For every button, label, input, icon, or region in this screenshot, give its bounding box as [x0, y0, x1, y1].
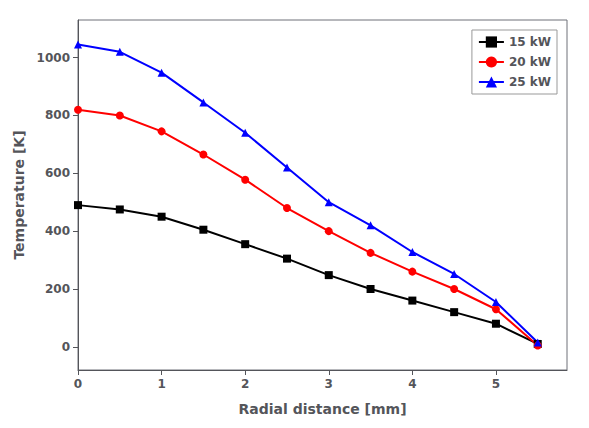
svg-text:600: 600	[45, 166, 70, 180]
svg-text:0: 0	[62, 340, 70, 354]
svg-text:4: 4	[408, 377, 416, 391]
svg-text:0: 0	[74, 377, 82, 391]
svg-text:25 kW: 25 kW	[509, 75, 551, 89]
svg-text:400: 400	[45, 224, 70, 238]
svg-text:200: 200	[45, 282, 70, 296]
svg-text:Radial distance [mm]: Radial distance [mm]	[238, 401, 406, 417]
svg-text:15 kW: 15 kW	[509, 35, 551, 49]
svg-text:2: 2	[241, 377, 249, 391]
svg-text:1000: 1000	[37, 51, 70, 65]
svg-text:5: 5	[492, 377, 500, 391]
svg-text:800: 800	[45, 108, 70, 122]
svg-text:3: 3	[325, 377, 333, 391]
svg-text:20 kW: 20 kW	[509, 55, 551, 69]
svg-text:Temperature [K]: Temperature [K]	[11, 130, 27, 259]
svg-text:1: 1	[157, 377, 165, 391]
